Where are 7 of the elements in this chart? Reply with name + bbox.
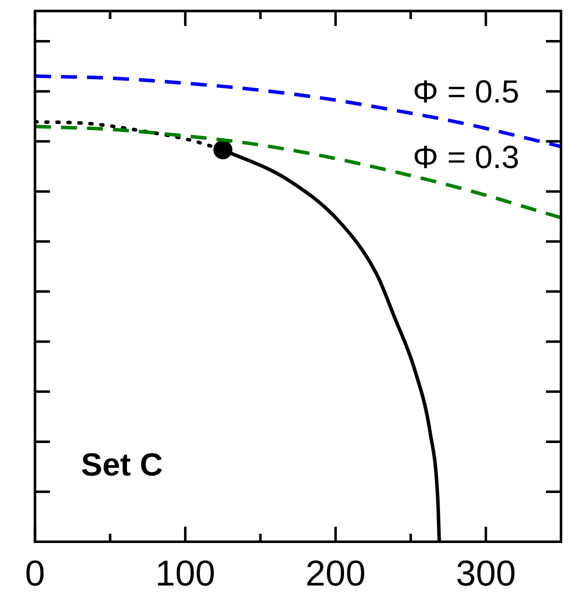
annotation: Set C [81,446,163,483]
x-tick-label: 100 [155,552,216,594]
series-label: Φ = 0.3 [412,139,520,176]
x-tick-label: 300 [456,552,516,594]
x-tick-label: 0 [24,552,46,594]
series-label: Φ = 0.5 [412,74,520,110]
x-tick-label: 200 [306,552,366,594]
